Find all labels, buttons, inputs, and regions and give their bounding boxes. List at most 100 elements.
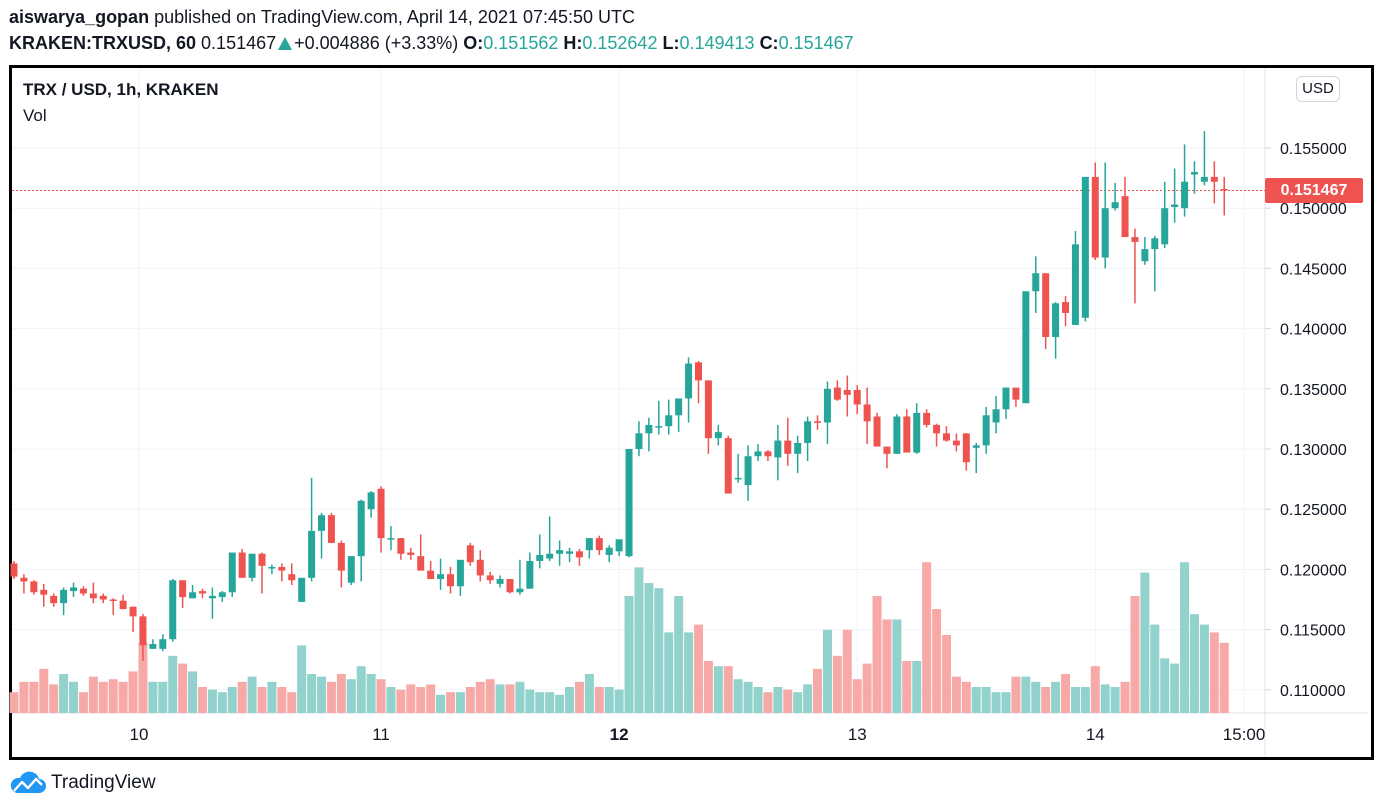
- volume-bar: [317, 676, 327, 713]
- volume-bar: [862, 663, 872, 713]
- volume-bar: [1219, 642, 1229, 713]
- symbol-line: KRAKEN:TRXUSD, 60: [9, 33, 197, 53]
- volume-bar: [1199, 624, 1209, 713]
- volume-bar: [376, 679, 386, 713]
- volume-bar: [1080, 687, 1090, 713]
- candle: [1012, 387, 1020, 400]
- currency-button[interactable]: USD: [1296, 76, 1340, 102]
- candle: [873, 416, 881, 447]
- candle: [952, 440, 960, 446]
- candle: [585, 538, 593, 551]
- candle: [595, 538, 603, 551]
- price-change: +0.004886 (+3.33%): [294, 33, 459, 53]
- footer-brand[interactable]: TradingView: [9, 771, 156, 795]
- chart-legend: TRX / USD, 1h, KRAKEN Vol: [23, 80, 219, 126]
- volume-bar: [39, 668, 49, 713]
- candle: [40, 589, 48, 595]
- candle: [784, 440, 792, 454]
- volume-bar: [892, 619, 902, 713]
- volume-bar: [951, 676, 961, 713]
- candle: [298, 577, 306, 602]
- volume-bar: [29, 681, 39, 713]
- candle: [327, 515, 335, 543]
- volume-bar: [158, 681, 168, 713]
- open-value: 0.151562: [483, 33, 559, 53]
- candle: [694, 362, 702, 381]
- candle: [476, 559, 484, 576]
- candle: [417, 556, 425, 571]
- candle: [685, 363, 693, 399]
- candle: [1101, 208, 1109, 258]
- candle: [1171, 204, 1179, 207]
- volume-bar: [1130, 596, 1140, 713]
- volume-bar: [178, 663, 188, 713]
- volume-bar: [882, 619, 892, 713]
- candle: [506, 579, 514, 593]
- volume-bar: [813, 668, 823, 713]
- candle: [605, 547, 613, 555]
- volume-bar: [1031, 681, 1041, 713]
- candle: [20, 577, 28, 582]
- volume-bar: [59, 674, 69, 713]
- x-tick-label: 14: [1086, 725, 1105, 744]
- volume-bar: [475, 681, 485, 713]
- volume-bar: [465, 687, 475, 713]
- volume-bar: [128, 671, 138, 713]
- candle: [1042, 273, 1050, 338]
- x-tick-label: 11: [372, 725, 390, 744]
- chart-frame: [9, 65, 1374, 760]
- candle: [1141, 249, 1149, 262]
- volume-bar: [1001, 692, 1011, 713]
- volume-bar: [832, 655, 842, 713]
- volume-bar: [664, 632, 674, 713]
- candle: [139, 616, 147, 646]
- volume-bar: [991, 692, 1001, 713]
- candle: [665, 415, 673, 427]
- candle: [972, 445, 980, 448]
- volume-bar: [168, 655, 178, 713]
- x-tick-label: 10: [129, 725, 148, 744]
- volume-bar: [108, 679, 118, 713]
- candle: [278, 566, 286, 571]
- candle: [268, 566, 276, 569]
- volume-bar: [426, 684, 436, 713]
- volume-bar: [1140, 572, 1150, 713]
- volume-bar: [1021, 676, 1031, 713]
- volume-bar: [257, 687, 267, 713]
- volume-bar: [604, 687, 614, 713]
- volume-bar: [69, 681, 79, 713]
- close-value: 0.151467: [778, 33, 854, 53]
- volume-bar: [872, 596, 882, 713]
- candle: [1131, 237, 1139, 242]
- volume-bar: [346, 679, 356, 713]
- candle: [754, 451, 762, 457]
- candle: [288, 574, 296, 581]
- candle: [625, 449, 633, 557]
- candle: [1190, 172, 1198, 175]
- volume-bar: [525, 689, 535, 713]
- volume-bar: [793, 692, 803, 713]
- candle: [228, 552, 236, 593]
- candle: [615, 539, 623, 552]
- volume-bar: [9, 692, 19, 713]
- y-tick-label: 0.120000: [1280, 562, 1347, 579]
- candle: [982, 415, 990, 446]
- candle: [456, 559, 464, 587]
- volume-bar: [356, 666, 366, 713]
- candle: [109, 599, 117, 601]
- candle: [357, 500, 365, 557]
- candle: [1032, 273, 1040, 292]
- y-tick-label: 0.110000: [1280, 683, 1346, 700]
- candle: [1220, 188, 1228, 191]
- volume-bar: [277, 687, 287, 713]
- volume-bar: [545, 692, 555, 713]
- volume-bar: [78, 692, 88, 713]
- candle: [1002, 387, 1010, 410]
- open-label: O:: [463, 33, 484, 53]
- volume-bar: [237, 681, 247, 713]
- volume-bar: [485, 679, 495, 713]
- y-tick-label: 0.150000: [1280, 201, 1347, 218]
- volume-bar: [406, 684, 416, 713]
- candle: [863, 404, 871, 422]
